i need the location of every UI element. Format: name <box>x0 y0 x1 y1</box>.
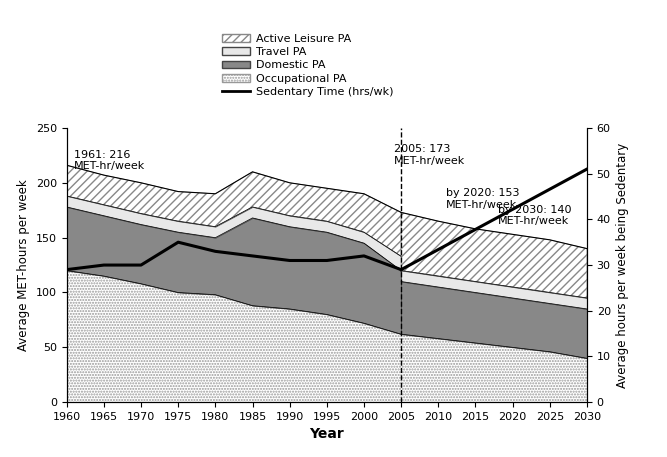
Text: 1961: 216
MET-hr/week: 1961: 216 MET-hr/week <box>74 150 145 171</box>
Legend: Active Leisure PA, Travel PA, Domestic PA, Occupational PA, Sedentary Time (hrs/: Active Leisure PA, Travel PA, Domestic P… <box>218 29 398 101</box>
Y-axis label: Average hours per week being Sedentary: Average hours per week being Sedentary <box>616 143 630 388</box>
Text: by 2020: 153
MET-hr/week: by 2020: 153 MET-hr/week <box>446 188 519 210</box>
X-axis label: Year: Year <box>309 427 344 441</box>
Y-axis label: Average MET-hours per week: Average MET-hours per week <box>17 179 30 351</box>
Text: 2005: 173
MET-hr/week: 2005: 173 MET-hr/week <box>394 144 465 166</box>
Text: by 2030: 140
MET-hr/week: by 2030: 140 MET-hr/week <box>498 205 571 226</box>
